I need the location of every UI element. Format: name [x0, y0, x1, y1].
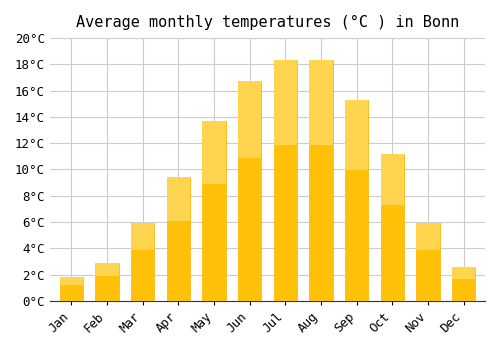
- Bar: [60, 277, 83, 286]
- Bar: [380, 154, 404, 301]
- Bar: [452, 267, 475, 279]
- Bar: [274, 61, 297, 301]
- Bar: [416, 223, 440, 251]
- Title: Average monthly temperatures (°C ) in Bonn: Average monthly temperatures (°C ) in Bo…: [76, 15, 459, 30]
- Bar: [96, 263, 118, 301]
- Bar: [202, 121, 226, 301]
- Bar: [166, 177, 190, 220]
- Bar: [345, 100, 368, 301]
- Bar: [238, 82, 261, 301]
- Bar: [96, 263, 118, 276]
- Bar: [310, 61, 332, 301]
- Bar: [60, 277, 83, 301]
- Bar: [345, 100, 368, 170]
- Bar: [202, 121, 226, 184]
- Bar: [380, 154, 404, 205]
- Bar: [416, 223, 440, 301]
- Bar: [166, 177, 190, 301]
- Bar: [452, 267, 475, 301]
- Bar: [238, 82, 261, 158]
- Bar: [274, 61, 297, 145]
- Bar: [131, 223, 154, 301]
- Bar: [131, 223, 154, 251]
- Bar: [310, 61, 332, 145]
